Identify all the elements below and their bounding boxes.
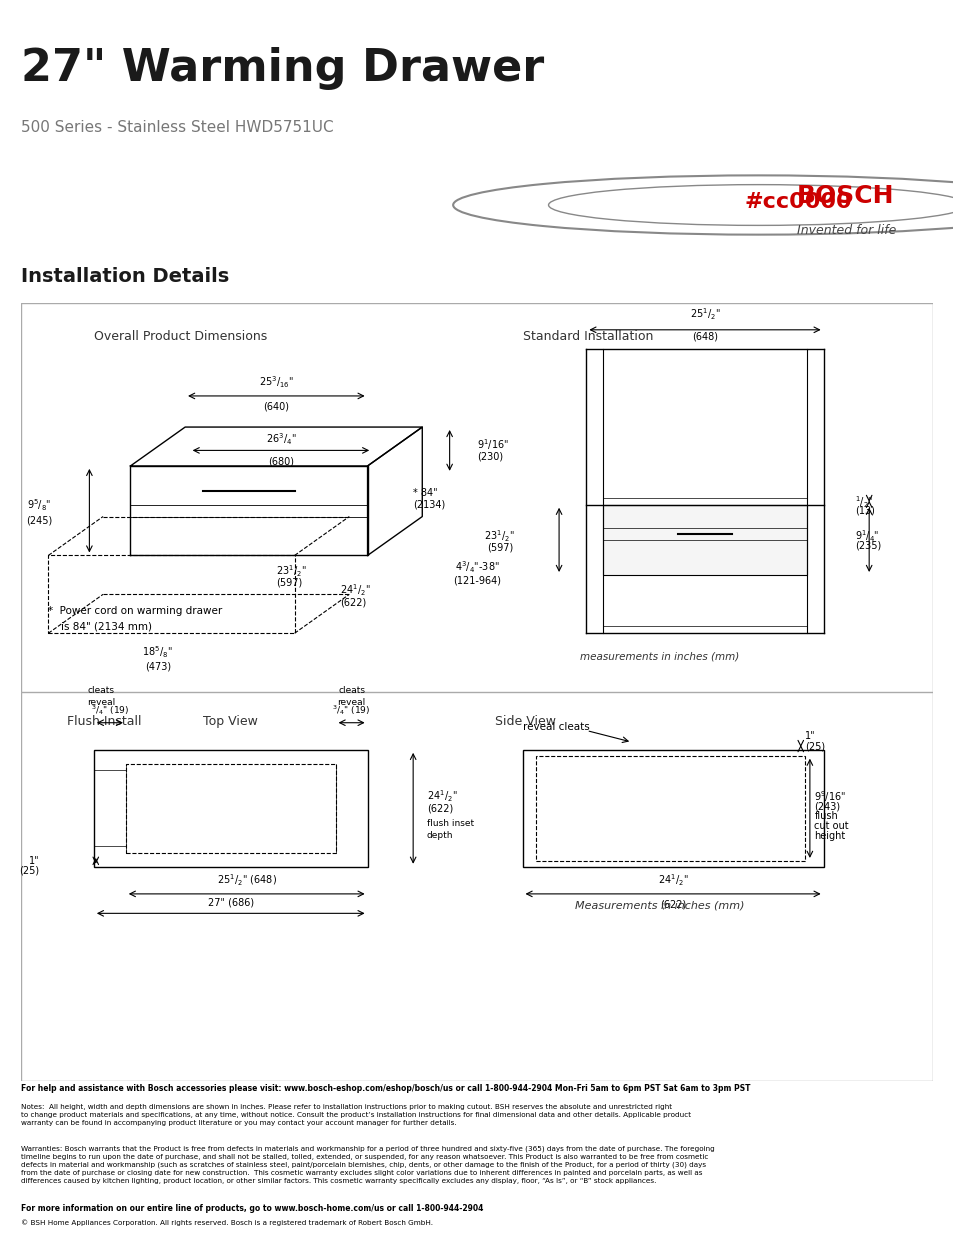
Bar [536, 756, 804, 861]
Text: (235): (235) [855, 541, 881, 551]
Text: (597): (597) [276, 578, 302, 588]
Text: 24$^1$/$_2$": 24$^1$/$_2$" [657, 872, 688, 888]
Text: #cc0000: #cc0000 [743, 193, 851, 212]
Text: Standard Installation: Standard Installation [522, 330, 652, 343]
Text: (680): (680) [268, 456, 294, 467]
Text: cleats: cleats [87, 687, 114, 695]
Text: 500 Series - Stainless Steel HWD5751UC: 500 Series - Stainless Steel HWD5751UC [21, 120, 334, 135]
Text: Warranties: Bosch warrants that the Product is free from defects in materials an: Warranties: Bosch warrants that the Prod… [21, 1146, 714, 1184]
Text: 25$^3$/$_{16}$": 25$^3$/$_{16}$" [258, 374, 294, 390]
Text: 18$^5$/$_8$": 18$^5$/$_8$" [142, 645, 172, 661]
Text: 9$^1$/16": 9$^1$/16" [476, 437, 509, 452]
Text: Notes:  All height, width and depth dimensions are shown in inches. Please refer: Notes: All height, width and depth dimen… [21, 1104, 690, 1126]
Text: cut out: cut out [814, 821, 848, 831]
Text: 1": 1" [29, 856, 39, 866]
Text: For more information on our entire line of products, go to www.bosch-home.com/us: For more information on our entire line … [21, 1204, 483, 1213]
Text: (13): (13) [855, 505, 875, 516]
Text: 9$^1$/$_4$": 9$^1$/$_4$" [855, 529, 879, 543]
Text: (473): (473) [145, 661, 171, 672]
Bar [522, 750, 822, 867]
Text: (230): (230) [476, 451, 502, 461]
Text: reveal cleats: reveal cleats [522, 721, 589, 731]
Text: (243): (243) [814, 802, 840, 811]
Text: 4$^3$/$_4$"-38": 4$^3$/$_4$"-38" [454, 559, 499, 576]
Text: 23$^1$/$_2$": 23$^1$/$_2$" [276, 563, 307, 579]
Text: 1": 1" [804, 731, 815, 741]
Text: depth: depth [426, 831, 453, 840]
Text: (640): (640) [263, 401, 289, 411]
Text: $^3$/$_4$" (19): $^3$/$_4$" (19) [332, 703, 371, 716]
Text: (245): (245) [26, 515, 52, 525]
Text: reveal: reveal [337, 698, 365, 708]
Bar [602, 505, 806, 576]
Text: * 84": * 84" [413, 488, 437, 498]
Text: (622): (622) [659, 900, 685, 910]
Text: 27" Warming Drawer: 27" Warming Drawer [21, 47, 543, 90]
Text: (622): (622) [426, 803, 453, 814]
Text: is 84" (2134 mm): is 84" (2134 mm) [49, 621, 152, 631]
Text: BOSCH: BOSCH [796, 184, 893, 207]
Text: 24$^1$/$_2$": 24$^1$/$_2$" [340, 583, 371, 598]
Text: (597): (597) [486, 542, 513, 552]
Text: Top View: Top View [203, 715, 258, 727]
Text: flush inset: flush inset [426, 819, 474, 829]
Text: 25$^1$/$_2$": 25$^1$/$_2$" [689, 306, 720, 322]
Text: (622): (622) [340, 598, 366, 608]
Text: (121-964): (121-964) [453, 576, 500, 585]
Text: height: height [814, 831, 844, 841]
Bar [93, 750, 367, 867]
Text: cleats: cleats [337, 687, 365, 695]
Text: (25): (25) [19, 866, 39, 876]
Text: Measurements in inches (mm): Measurements in inches (mm) [574, 900, 743, 910]
Text: *  Power cord on warming drawer: * Power cord on warming drawer [49, 606, 222, 616]
Bar [126, 763, 335, 853]
Text: (25): (25) [804, 741, 824, 751]
Text: Invented for life: Invented for life [796, 224, 895, 237]
Text: 27" (686): 27" (686) [208, 898, 253, 908]
Text: (648): (648) [691, 332, 718, 342]
Text: © BSH Home Appliances Corporation. All rights reserved. Bosch is a registered tr: © BSH Home Appliances Corporation. All r… [21, 1220, 433, 1226]
Text: Flush Install: Flush Install [67, 715, 141, 727]
Text: (2134): (2134) [413, 500, 445, 510]
Text: 24$^1$/$_2$": 24$^1$/$_2$" [426, 789, 457, 804]
Text: $^3$/$_4$" (19): $^3$/$_4$" (19) [91, 703, 129, 716]
Text: Installation Details: Installation Details [21, 267, 229, 287]
Text: 25$^1$/$_2$" (648): 25$^1$/$_2$" (648) [216, 873, 276, 888]
Text: reveal: reveal [87, 698, 114, 708]
Text: 9$^9$/16": 9$^9$/16" [814, 789, 845, 804]
Text: For help and assistance with Bosch accessories please visit: www.bosch-eshop.com: For help and assistance with Bosch acces… [21, 1084, 750, 1093]
Text: Overall Product Dimensions: Overall Product Dimensions [93, 330, 267, 343]
Text: 23$^1$/$_2$": 23$^1$/$_2$" [484, 529, 515, 543]
Text: Side View: Side View [495, 715, 556, 727]
Text: 9$^5$/$_8$": 9$^5$/$_8$" [27, 496, 51, 513]
Text: 26$^3$/$_4$": 26$^3$/$_4$" [265, 431, 296, 447]
Text: measurements in inches (mm): measurements in inches (mm) [579, 652, 739, 662]
Text: flush: flush [814, 811, 838, 821]
Text: $^1$/$_2$": $^1$/$_2$" [855, 494, 873, 510]
